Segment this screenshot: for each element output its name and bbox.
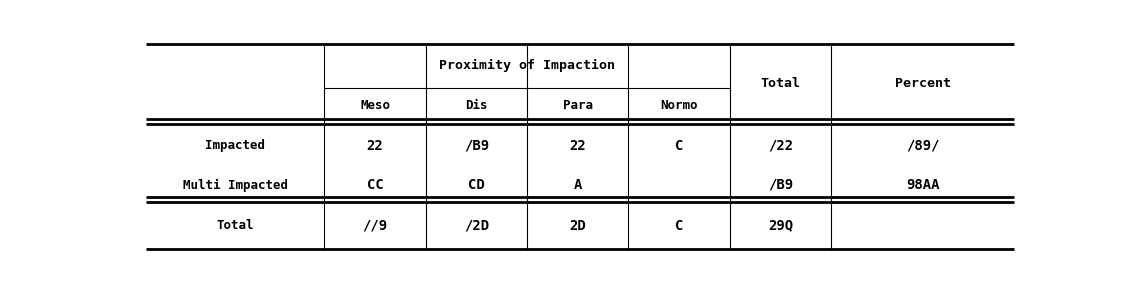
Text: Total: Total <box>761 77 800 90</box>
Text: Dis: Dis <box>465 99 488 113</box>
Text: CC: CC <box>367 178 384 192</box>
Text: 22: 22 <box>367 139 384 153</box>
Text: /B9: /B9 <box>464 139 489 153</box>
Text: Proximity of Impaction: Proximity of Impaction <box>439 59 615 72</box>
Text: /2D: /2D <box>464 219 489 233</box>
Text: Normo: Normo <box>660 99 697 113</box>
Text: 98AA: 98AA <box>906 178 940 192</box>
Text: /22: /22 <box>767 139 792 153</box>
Text: 2D: 2D <box>569 219 586 233</box>
Text: CD: CD <box>468 178 484 192</box>
Text: Para: Para <box>563 99 593 113</box>
Text: A: A <box>574 178 582 192</box>
Text: Impacted: Impacted <box>205 139 265 153</box>
Text: Percent: Percent <box>894 77 951 90</box>
Text: 22: 22 <box>569 139 586 153</box>
Text: 29Q: 29Q <box>767 219 792 233</box>
Text: /B9: /B9 <box>767 178 792 192</box>
Text: Total: Total <box>216 219 254 232</box>
Text: /89/: /89/ <box>906 139 940 153</box>
Text: //9: //9 <box>362 219 387 233</box>
Text: Meso: Meso <box>360 99 391 113</box>
Text: C: C <box>675 139 684 153</box>
Text: C: C <box>675 219 684 233</box>
Text: Multi Impacted: Multi Impacted <box>182 178 288 191</box>
